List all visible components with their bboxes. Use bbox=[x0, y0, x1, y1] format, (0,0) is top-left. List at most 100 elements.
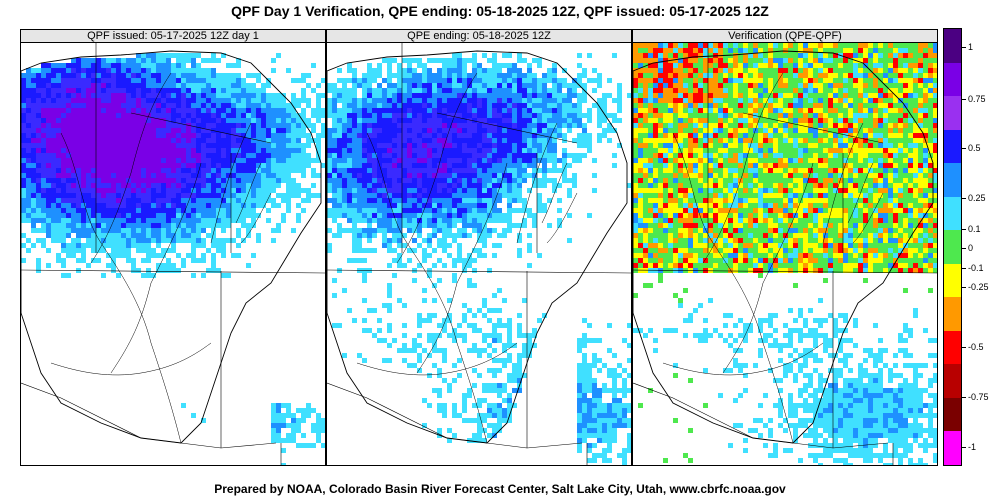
precip-cell bbox=[246, 208, 251, 213]
precip-cell bbox=[713, 83, 718, 88]
precip-cell bbox=[402, 133, 407, 138]
precip-cell bbox=[146, 248, 151, 253]
precip-cell bbox=[41, 158, 46, 163]
precip-cell bbox=[472, 83, 477, 88]
precip-cell bbox=[427, 233, 432, 238]
precip-cell bbox=[362, 228, 367, 233]
precip-cell bbox=[547, 88, 552, 93]
precip-cell bbox=[121, 63, 126, 68]
precip-cell bbox=[246, 148, 251, 153]
precip-cell bbox=[181, 108, 186, 113]
precip-cell bbox=[171, 263, 176, 268]
precip-cell bbox=[868, 48, 873, 53]
precip-cell bbox=[276, 108, 281, 113]
precip-cell bbox=[46, 123, 51, 128]
precip-cell bbox=[507, 418, 512, 423]
precip-cell bbox=[502, 78, 507, 83]
precip-cell bbox=[332, 133, 337, 138]
precip-cell bbox=[527, 163, 532, 168]
basin-outline bbox=[21, 50, 322, 444]
precip-cell bbox=[457, 243, 462, 248]
precip-cell bbox=[868, 83, 873, 88]
precip-cell bbox=[863, 53, 868, 58]
precip-cell bbox=[136, 113, 141, 118]
precip-cell bbox=[26, 238, 31, 243]
precip-cell bbox=[347, 218, 352, 223]
precip-cell bbox=[31, 68, 36, 73]
precip-cell bbox=[357, 163, 362, 168]
precip-cell bbox=[51, 178, 56, 183]
precip-cell bbox=[437, 333, 442, 338]
precip-cell bbox=[522, 118, 527, 123]
precip-cell bbox=[352, 128, 357, 133]
precip-cell bbox=[342, 228, 347, 233]
precip-cell bbox=[46, 63, 51, 68]
precip-cell bbox=[46, 83, 51, 88]
precip-cell bbox=[512, 343, 517, 348]
precip-cell bbox=[176, 218, 181, 223]
precip-cell bbox=[783, 58, 788, 63]
precip-cell bbox=[342, 153, 347, 158]
qpe-observed-map-panel: QPE ending: 05-18-2025 12Z bbox=[326, 29, 632, 466]
precip-cell bbox=[492, 173, 497, 178]
precip-cell bbox=[352, 93, 357, 98]
precip-cell bbox=[362, 298, 367, 303]
precip-cell bbox=[372, 208, 377, 213]
precip-cell bbox=[643, 58, 648, 63]
precip-cell bbox=[913, 48, 918, 53]
precip-cell bbox=[392, 143, 397, 148]
precip-cell bbox=[643, 78, 648, 83]
precip-cell bbox=[758, 63, 763, 68]
precip-cell bbox=[206, 98, 211, 103]
precip-cell bbox=[111, 153, 116, 158]
precip-cell bbox=[602, 403, 607, 408]
precip-cell bbox=[372, 98, 377, 103]
precip-cell bbox=[422, 423, 427, 428]
precip-cell bbox=[392, 118, 397, 123]
precip-cell bbox=[597, 113, 602, 118]
precip-cell bbox=[86, 58, 91, 63]
precip-cell bbox=[502, 298, 507, 303]
precip-cell bbox=[161, 263, 166, 268]
precip-cell bbox=[76, 123, 81, 128]
river-line bbox=[356, 342, 518, 376]
precip-cell bbox=[387, 68, 392, 73]
precip-cell bbox=[532, 123, 537, 128]
precip-cell bbox=[106, 103, 111, 108]
precip-cell bbox=[76, 83, 81, 88]
precip-cell bbox=[301, 88, 306, 93]
precip-cell bbox=[427, 98, 432, 103]
precip-cell bbox=[547, 128, 552, 133]
precip-cell bbox=[507, 198, 512, 203]
precip-cell bbox=[768, 73, 773, 78]
precip-cell bbox=[517, 158, 522, 163]
precip-cell bbox=[166, 143, 171, 148]
precip-cell bbox=[452, 128, 457, 133]
precip-cell bbox=[41, 188, 46, 193]
precip-cell bbox=[71, 193, 76, 198]
precip-cell bbox=[678, 83, 683, 88]
precip-cell bbox=[678, 78, 683, 83]
precip-cell bbox=[236, 208, 241, 213]
precip-cell bbox=[507, 148, 512, 153]
precip-cell bbox=[437, 163, 442, 168]
precip-cell bbox=[86, 123, 91, 128]
precip-cell bbox=[306, 98, 311, 103]
precip-cell bbox=[793, 73, 798, 78]
precip-cell bbox=[427, 143, 432, 148]
precip-cell bbox=[387, 98, 392, 103]
precip-cell bbox=[698, 58, 703, 63]
precip-cell bbox=[708, 73, 713, 78]
precip-cell bbox=[512, 153, 517, 158]
precip-cell bbox=[537, 78, 542, 83]
precip-cell bbox=[407, 193, 412, 198]
precip-cell bbox=[91, 168, 96, 173]
precip-cell bbox=[81, 148, 86, 153]
precip-cell bbox=[627, 323, 631, 328]
precip-cell bbox=[146, 93, 151, 98]
precip-cell bbox=[547, 103, 552, 108]
precip-cell bbox=[472, 68, 477, 73]
precip-cell bbox=[487, 383, 492, 388]
precip-cell bbox=[417, 148, 422, 153]
precip-cell bbox=[41, 193, 46, 198]
